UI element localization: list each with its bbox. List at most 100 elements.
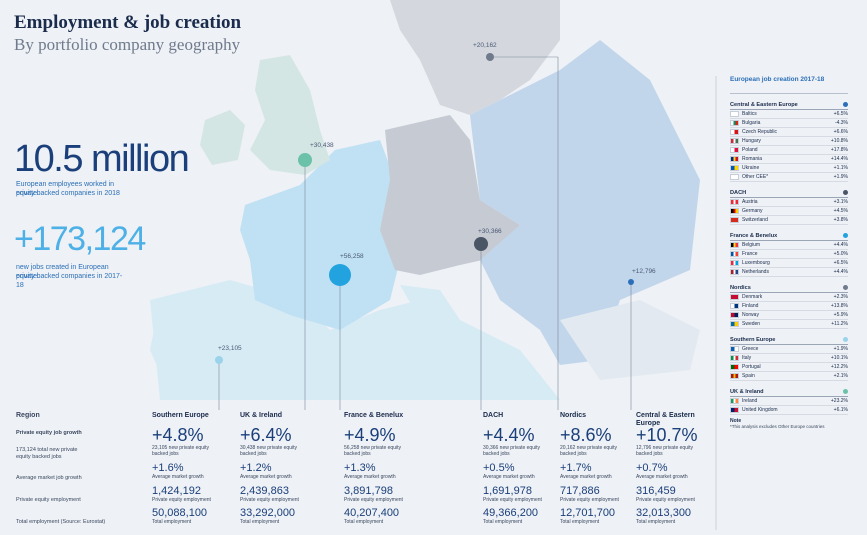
country-name: Sweden xyxy=(742,321,761,327)
region-total-label: Total employment xyxy=(636,519,676,525)
region-total-label: Total employment xyxy=(560,519,600,525)
sidebar-country-row: Luxembourg +6.5% xyxy=(730,259,848,268)
flag-icon xyxy=(730,251,739,257)
other-europe-region xyxy=(560,300,700,380)
country-name: Austria xyxy=(742,199,758,205)
country-growth: +6.5% xyxy=(833,260,848,266)
nordics-region xyxy=(390,0,560,115)
sidebar-country-row: Other CEE* +1.9% xyxy=(730,173,848,182)
flag-icon xyxy=(730,398,739,404)
region-total-label: Total employment xyxy=(483,519,523,525)
employees-value: 10.5 million xyxy=(14,138,190,180)
region-market-label: Average market growth xyxy=(344,474,396,480)
iberia-region xyxy=(150,290,300,400)
country-name: Ukraine xyxy=(742,165,760,171)
row-label-growth: Private equity job growth xyxy=(16,430,82,436)
country-growth: +1.1% xyxy=(833,165,848,171)
country-growth: +4.4% xyxy=(833,242,848,248)
sidebar-group-label: Nordics xyxy=(730,284,751,291)
sidebar-country-row: United Kingdom +6.1% xyxy=(730,406,848,415)
country-name: Ireland xyxy=(742,398,758,404)
region-new-jobs-2: backed jobs xyxy=(240,451,267,457)
region-dot-icon xyxy=(843,233,848,238)
employees-caption-1: European employees worked in private xyxy=(16,181,115,197)
region-pct: +4.4% xyxy=(483,425,535,445)
flag-icon xyxy=(730,364,739,370)
region-market-growth: +1.2% xyxy=(240,462,272,474)
jobs-caption-1: new jobs created in European private xyxy=(16,264,109,280)
region-name: UK & Ireland xyxy=(240,412,283,419)
region-total-label: Total employment xyxy=(152,519,192,525)
flag-icon xyxy=(730,199,739,205)
region-pct: +4.8% xyxy=(152,425,204,445)
employees-caption-2: equity backed companies in 2018 xyxy=(16,190,120,197)
sidebar-group: France & Benelux Belgium +4.4% France +5.0% L… xyxy=(730,231,848,277)
region-total-employment: 33,292,000 xyxy=(240,507,296,519)
country-growth: +6.6% xyxy=(833,129,848,135)
flag-icon xyxy=(730,165,739,171)
region-new-jobs-2: backed jobs xyxy=(152,451,179,457)
southern-bubble xyxy=(215,356,223,364)
country-growth: +4.5% xyxy=(833,208,848,214)
country-growth: +10.1% xyxy=(830,355,848,361)
country-name: Switzerland xyxy=(742,217,768,223)
country-growth: +17.8% xyxy=(830,147,848,153)
region-market-growth: +0.7% xyxy=(636,462,668,474)
row-label-growth-sub-2: equity backed jobs xyxy=(16,454,62,460)
row-label-total-employment: Total employment (Source: Eurostat) xyxy=(16,519,106,525)
sidebar-group-label: DACH xyxy=(730,189,747,196)
page-subtitle: By portfolio company geography xyxy=(14,35,241,54)
sidebar-country-row: Spain +2.1% xyxy=(730,372,848,381)
country-name: Romania xyxy=(742,156,763,162)
sidebar-group-title: UK & Ireland xyxy=(730,387,848,397)
flag-icon xyxy=(730,303,739,309)
country-name: Baltics xyxy=(742,111,757,117)
region-pe-employment: 1,691,978 xyxy=(483,485,532,497)
region-new-jobs-2: backed jobs xyxy=(483,451,510,457)
sidebar-country-row: Switzerland +3.8% xyxy=(730,216,848,225)
italy-region xyxy=(400,285,500,390)
flag-icon xyxy=(730,269,739,275)
note-title: Note xyxy=(730,418,742,424)
country-growth: +6.1% xyxy=(833,407,848,413)
country-growth: +14.4% xyxy=(830,156,848,162)
flag-icon xyxy=(730,373,739,379)
ireland-region xyxy=(200,110,245,165)
region-new-jobs-1: 56,258 new private equity xyxy=(344,445,401,451)
country-growth: +6.5% xyxy=(833,111,848,117)
region-market-growth: +0.5% xyxy=(483,462,515,474)
country-growth: +5.9% xyxy=(833,312,848,318)
uk-bubble-label: +30,438 xyxy=(310,142,334,149)
sidebar-country-row: Belgium +4.4% xyxy=(730,241,848,250)
region-total-employment: 12,701,700 xyxy=(560,507,616,519)
sidebar-country-row: Sweden +11.2% xyxy=(730,320,848,329)
flag-icon xyxy=(730,156,739,162)
country-growth: +23.2% xyxy=(830,398,848,404)
region-pe-employment: 3,891,798 xyxy=(344,485,393,497)
note-text: *This analysis excludes Other Europe cou… xyxy=(730,424,825,429)
region-market-label: Average market growth xyxy=(636,474,688,480)
sidebar-country-row: Norway +5.9% xyxy=(730,311,848,320)
country-name: Poland xyxy=(742,147,758,153)
southern-bubble-label: +23,105 xyxy=(218,345,242,352)
region-pe-label: Private equity employment xyxy=(240,497,299,503)
country-name: France xyxy=(742,251,758,257)
cee-bubble xyxy=(628,279,634,285)
sidebar-group-title: France & Benelux xyxy=(730,231,848,241)
sidebar-group-label: Southern Europe xyxy=(730,336,776,343)
row-label-growth-sub-1: 173,124 total new private xyxy=(16,447,78,453)
country-name: Italy xyxy=(742,355,752,361)
country-name: Denmark xyxy=(742,294,763,300)
france-benelux-region xyxy=(240,140,400,330)
flag-icon xyxy=(730,111,739,117)
region-dot-icon xyxy=(843,102,848,107)
sidebar-group-title: Central & Eastern Europe xyxy=(730,100,848,110)
region-new-jobs-1: 30,438 new private equity xyxy=(240,445,297,451)
region-pe-employment: 717,886 xyxy=(560,485,600,497)
flag-icon xyxy=(730,147,739,153)
flag-icon xyxy=(730,217,739,223)
sidebar-group-label: Central & Eastern Europe xyxy=(730,101,798,108)
region-pct: +6.4% xyxy=(240,425,292,445)
region-pct: +10.7% xyxy=(636,425,698,445)
